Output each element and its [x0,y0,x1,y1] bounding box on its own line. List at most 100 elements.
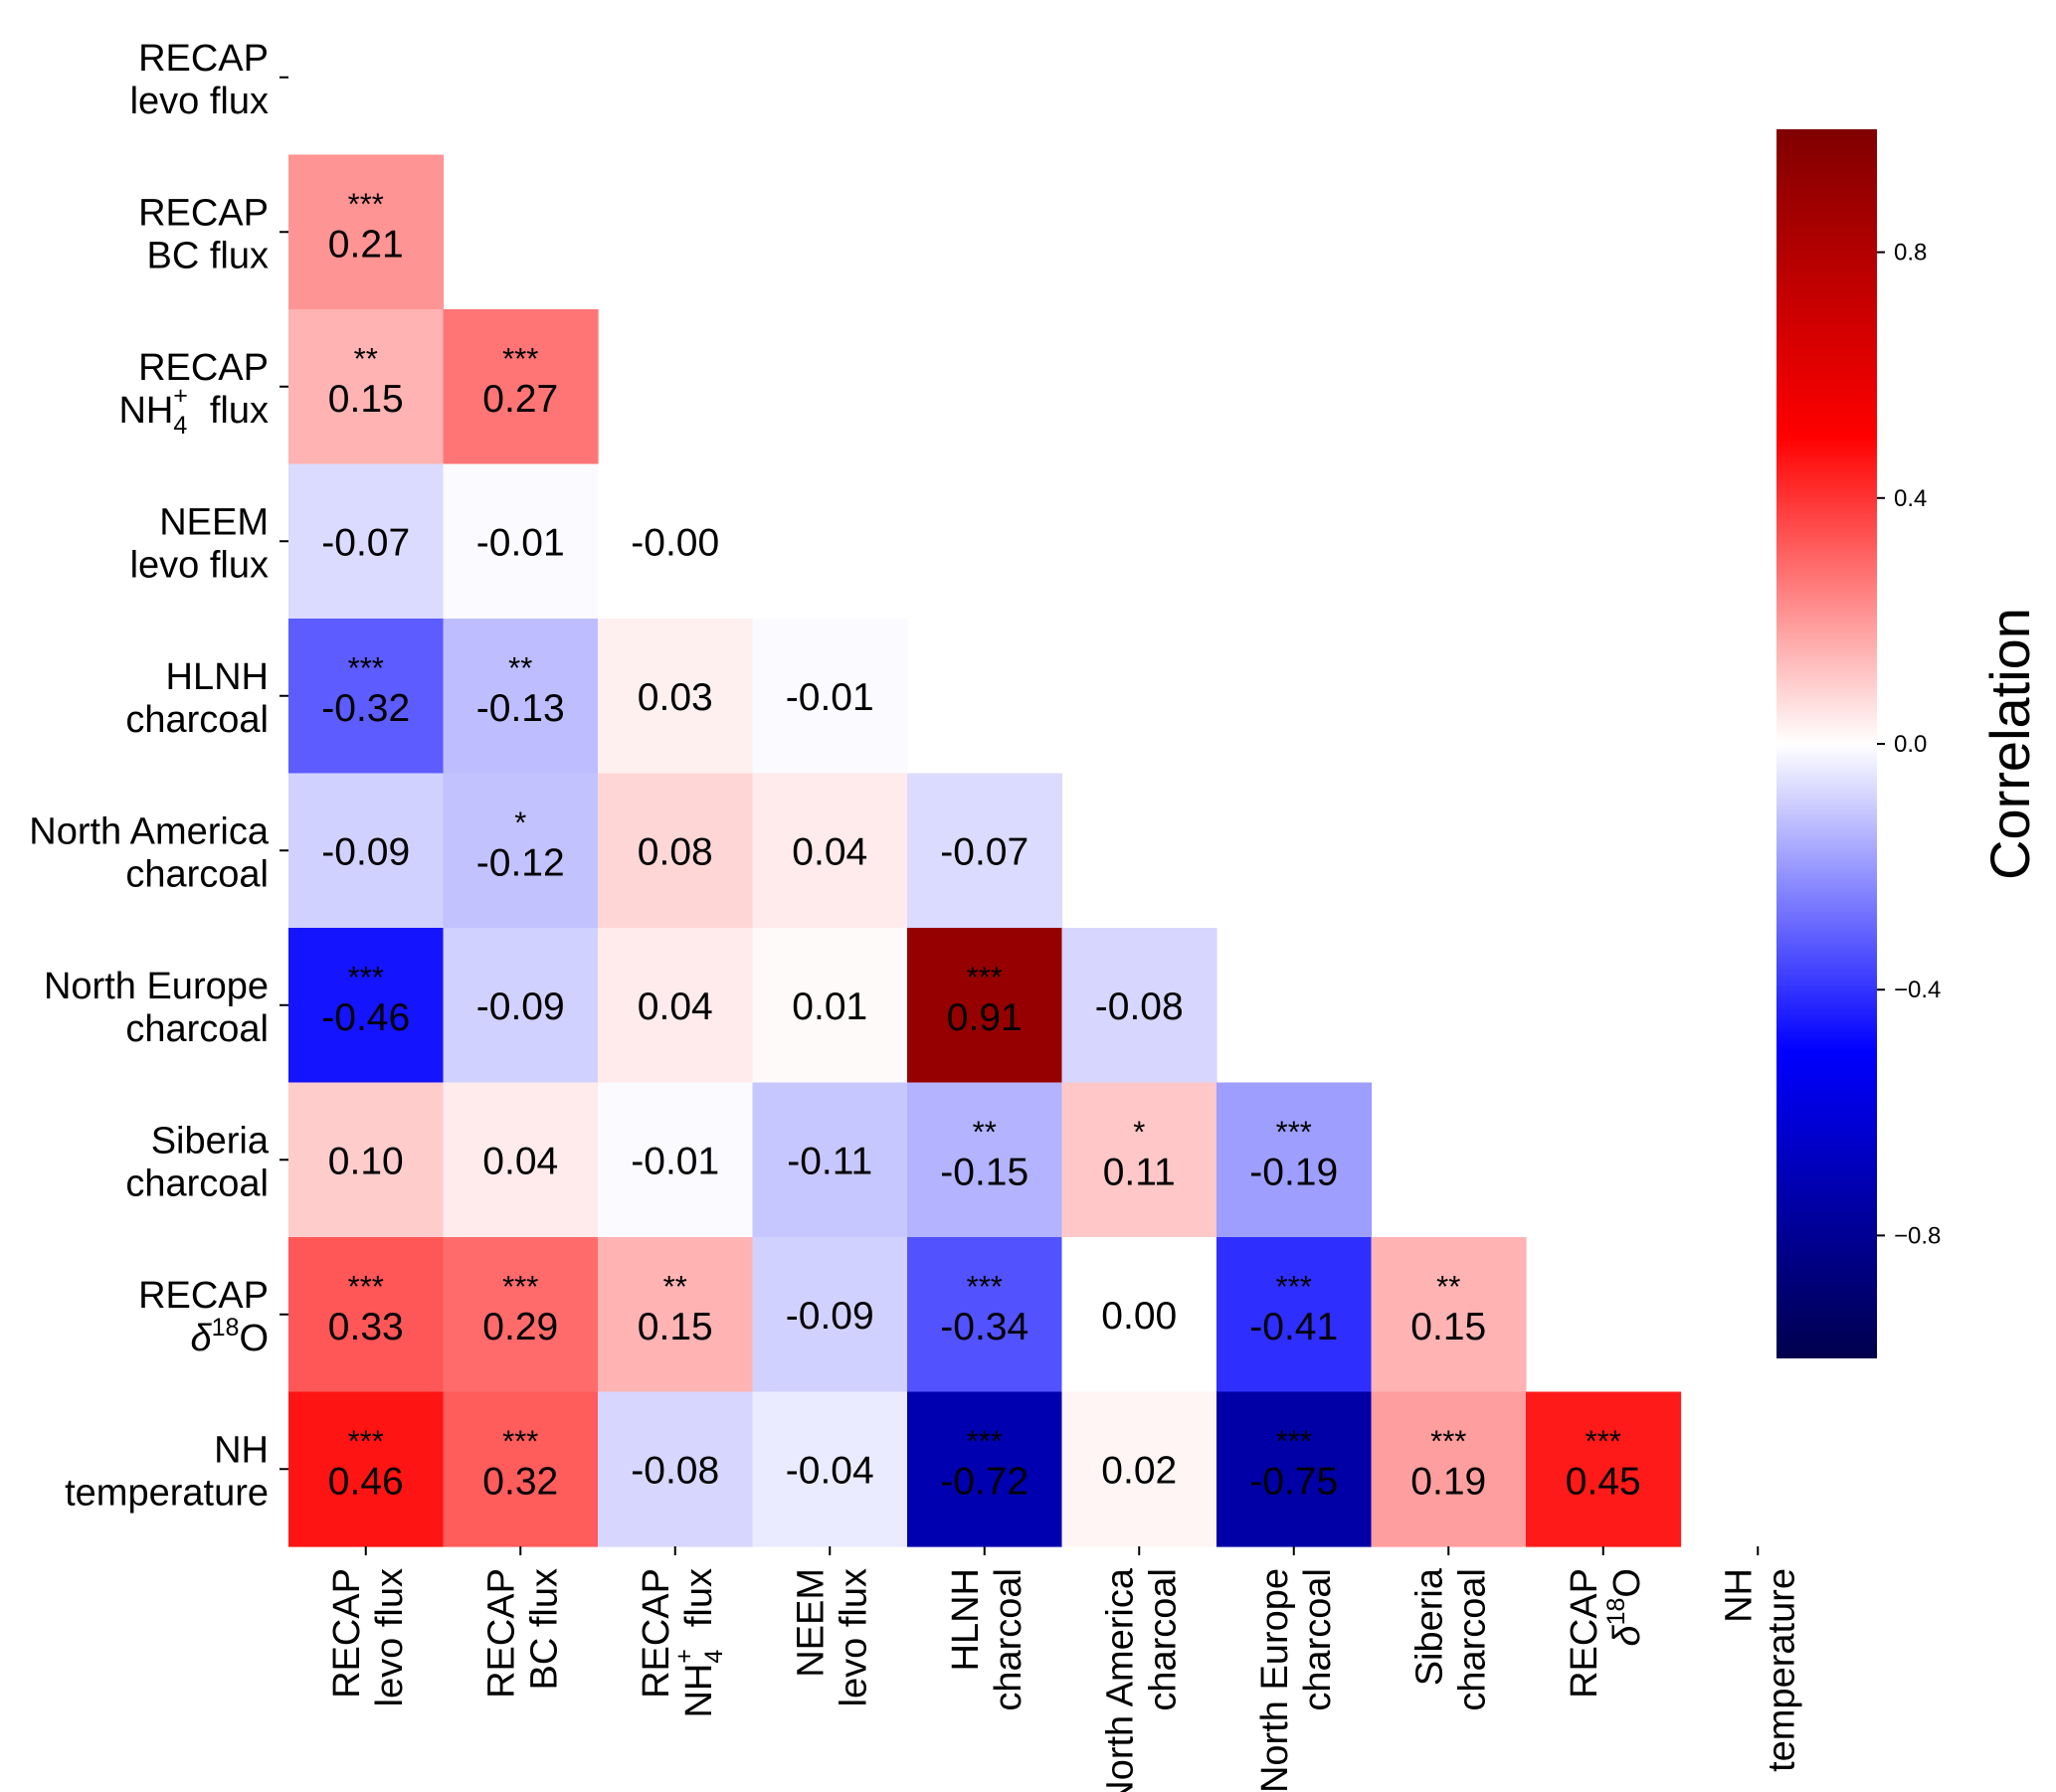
cell-value: -0.13 [476,687,565,730]
y-tick-label-line2: NH4+ flux [118,382,269,440]
cell-value: -0.75 [1249,1461,1338,1504]
cell-value: 0.33 [328,1306,404,1348]
cell-value: -0.11 [787,1141,872,1183]
colorbar-tick-label: 0.4 [1894,485,1927,512]
cell-significance: *** [967,960,1003,994]
cell-value: 0.04 [638,986,713,1028]
heatmap-cell [752,773,908,929]
y-tick-label-line1: North Europe [44,966,269,1007]
x-tick-label-line1: North Europe [1254,1568,1296,1792]
y-tick-label-line2: temperature [65,1472,269,1514]
cell-significance: *** [348,187,384,222]
y-tick-label-line2: BC flux [147,235,269,276]
cell-value: -0.34 [940,1306,1028,1348]
x-tick-label-line1: NH [1718,1568,1760,1623]
x-tick-label-line2: NH4+flux [670,1568,728,1718]
cell-value: 0.02 [1101,1450,1177,1493]
y-tick-label-line2: levo flux [130,544,269,586]
heatmap-cell [598,773,754,929]
heatmap-cell [1061,928,1217,1084]
cell-significance: ** [663,1269,687,1304]
x-tick-label-line1: RECAP [636,1568,677,1699]
x-tick-label-line1: RECAP [1564,1568,1605,1699]
cell-value: 0.29 [482,1306,558,1348]
cell-value: 0.08 [638,831,713,874]
x-tick-label-line2: charcoal [1297,1568,1339,1711]
colorbar-tick-label: 0.8 [1894,240,1927,267]
heatmap-cell [907,1082,1063,1238]
cell-value: 0.04 [482,1141,558,1183]
colorbar-tick-label: −0.8 [1894,1222,1941,1249]
y-tick-label-line1: North America [29,810,270,852]
y-tick-label-line1: RECAP [138,1275,269,1317]
heatmap-cell [443,619,599,775]
heatmap-cell [288,309,445,465]
x-tick-label-line2: charcoal [1451,1568,1493,1711]
x-tick-label-line1: RECAP [326,1568,368,1699]
cell-significance: * [1133,1115,1145,1150]
x-tick-label-line1: HLNH [945,1568,987,1671]
cell-value: -0.32 [321,687,410,730]
x-tick-label-line2: levo flux [369,1568,411,1706]
heatmap-cell [1216,1237,1373,1393]
heatmap-cell [288,154,445,310]
heatmap-cell [907,773,1063,929]
heatmap-cell [907,1391,1063,1547]
cell-value: 0.27 [482,378,558,421]
x-tick-label-line2: temperature [1761,1568,1802,1772]
y-tick-label-line2: charcoal [125,1163,269,1204]
cell-significance: *** [967,1424,1003,1459]
cell-significance: *** [502,341,538,376]
cell-significance: *** [502,1424,538,1459]
x-tick-label-line2: charcoal [1142,1568,1184,1711]
cell-value: 0.15 [1410,1306,1486,1348]
heatmap-cell [598,619,754,775]
heatmap-cell [752,619,908,775]
y-tick-label-line1: RECAP [138,347,269,389]
heatmap-cell [443,773,599,929]
cell-value: 0.45 [1566,1461,1641,1504]
heatmap-cell [443,1237,599,1393]
heatmap-cell [1061,1391,1217,1547]
y-tick-label-line1: HLNH [166,656,269,698]
x-tick-label-line2: δ18O [1602,1568,1648,1647]
cell-significance: *** [1586,1424,1621,1459]
cell-significance: *** [348,1424,384,1459]
cell-value: -0.12 [476,842,565,885]
y-tick-label-line2: charcoal [125,699,269,741]
cell-significance: ** [508,650,532,685]
cell-significance: ** [973,1115,997,1150]
heatmap-cell [598,1237,754,1393]
heatmap-cell [598,928,754,1084]
cell-significance: *** [348,650,384,685]
heatmap-cell [907,928,1063,1084]
heatmap-cell [288,1391,445,1547]
heatmap-cell [288,773,445,929]
x-axis-tick-labels: RECAP levo flux RECAP BC flux RECAP NH4+flux N… [326,1546,1802,1792]
cell-value: -0.41 [1249,1306,1338,1348]
heatmap-cell [752,928,908,1084]
cell-value: 0.32 [482,1461,558,1504]
cell-value: 0.00 [1101,1295,1177,1338]
heatmap-cell [598,1082,754,1238]
y-tick-label-line1: RECAP [138,38,269,80]
cell-significance: *** [1276,1269,1312,1304]
heatmap-cell [288,1237,445,1393]
heatmap-cell [907,1237,1063,1393]
cell-value: -0.07 [940,831,1028,874]
cell-value: 0.21 [328,224,404,267]
cell-value: 0.19 [1410,1461,1486,1504]
y-tick-label-line1: Siberia [151,1120,270,1162]
colorbar-tick-label: −0.4 [1894,977,1941,1003]
cell-value: 0.04 [792,831,867,874]
cell-value: -0.15 [940,1152,1028,1194]
x-tick-label-line1: NEEM [790,1568,832,1678]
heatmap-cell [1371,1237,1527,1393]
heatmap-cell [1216,1082,1373,1238]
cell-value: 0.10 [328,1141,404,1183]
cell-value: -0.09 [321,831,410,874]
cell-value: -0.01 [476,522,565,565]
heatmap-cell [443,309,599,465]
